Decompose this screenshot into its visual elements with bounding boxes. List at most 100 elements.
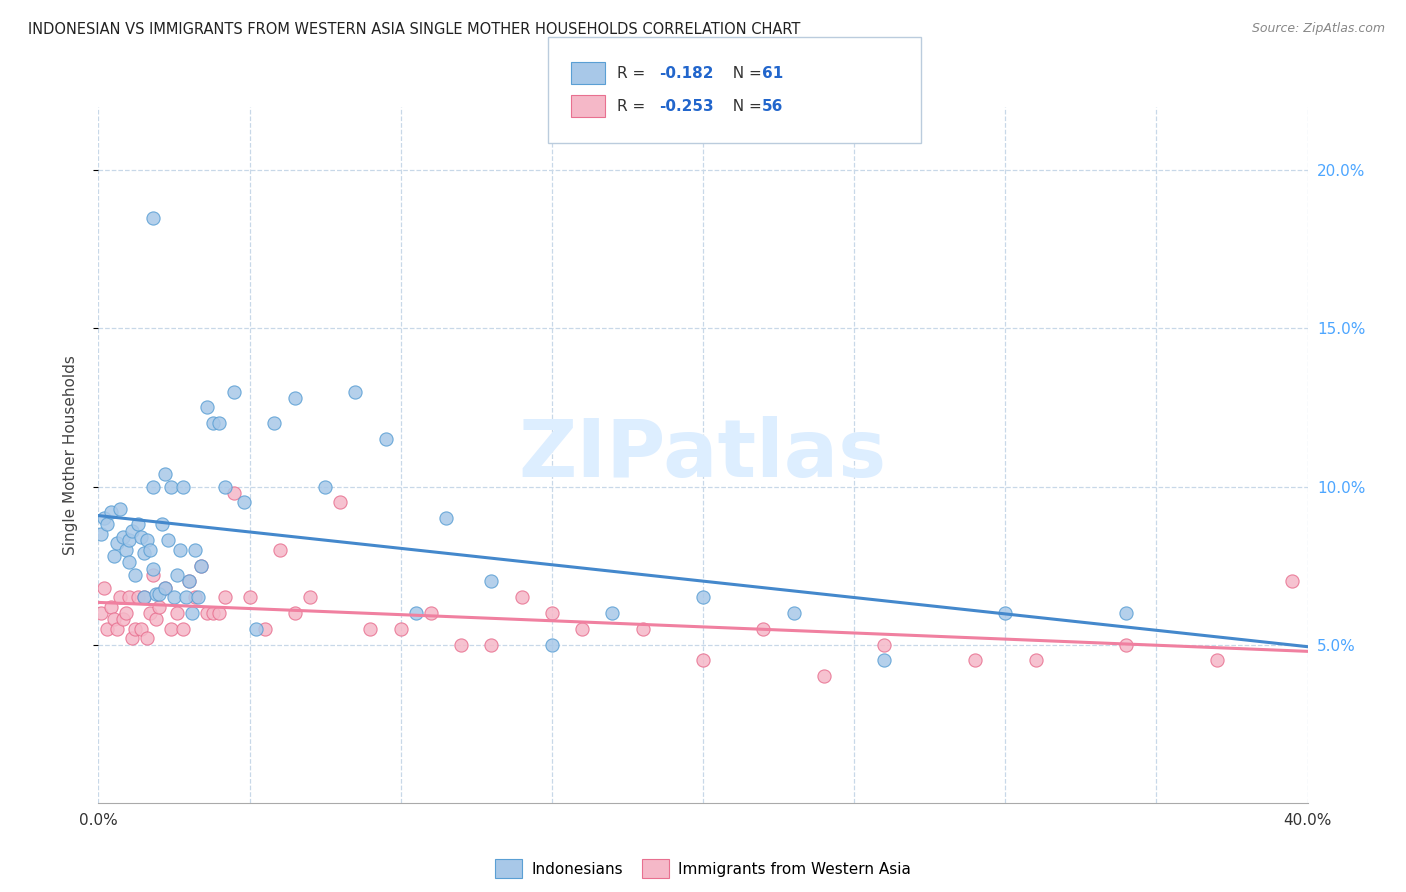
Text: -0.253: -0.253 <box>659 99 714 113</box>
Point <box>132 546 155 560</box>
Point <box>166 568 188 582</box>
Point <box>103 612 125 626</box>
Point <box>96 517 118 532</box>
Point <box>1281 574 1303 589</box>
Point <box>135 533 157 548</box>
Point <box>873 653 896 667</box>
Point <box>132 591 155 605</box>
Point <box>202 606 225 620</box>
Point <box>752 622 775 636</box>
Point <box>540 606 562 620</box>
Point <box>208 606 231 620</box>
Point <box>1115 606 1137 620</box>
Point <box>224 384 246 399</box>
Point <box>245 622 267 636</box>
Point <box>420 606 443 620</box>
Point <box>172 479 194 493</box>
Point <box>90 527 112 541</box>
Point <box>96 622 118 636</box>
Point <box>142 568 165 582</box>
Point <box>105 622 128 636</box>
Point <box>692 591 714 605</box>
Text: -0.182: -0.182 <box>659 66 714 80</box>
Point <box>93 581 115 595</box>
Point <box>156 533 179 548</box>
Text: 61: 61 <box>762 66 783 80</box>
Point <box>114 542 136 557</box>
Point <box>124 622 146 636</box>
Point <box>284 391 307 405</box>
Point <box>139 542 162 557</box>
Point <box>100 599 122 614</box>
Point <box>181 606 204 620</box>
Point <box>540 638 562 652</box>
Point <box>179 574 201 589</box>
Point <box>166 606 188 620</box>
Point <box>813 669 835 683</box>
Point <box>481 638 503 652</box>
Point <box>190 558 212 573</box>
Point <box>224 486 246 500</box>
Point <box>160 479 183 493</box>
Point <box>148 599 170 614</box>
Point <box>253 622 276 636</box>
Point <box>284 606 307 620</box>
Point <box>118 591 141 605</box>
Point <box>631 622 654 636</box>
Point <box>127 517 149 532</box>
Point <box>994 606 1017 620</box>
Point <box>108 501 131 516</box>
Point <box>150 517 173 532</box>
Point <box>214 591 236 605</box>
Text: R =: R = <box>617 99 651 113</box>
Point <box>169 542 191 557</box>
Point <box>269 542 291 557</box>
Point <box>360 622 382 636</box>
Point <box>111 612 134 626</box>
Point <box>195 606 218 620</box>
Point <box>114 606 136 620</box>
Point <box>481 574 503 589</box>
Point <box>571 622 593 636</box>
Point <box>145 587 167 601</box>
Point <box>108 591 131 605</box>
Point <box>184 542 207 557</box>
Legend: Indonesians, Immigrants from Western Asia: Indonesians, Immigrants from Western Asi… <box>488 852 918 886</box>
Point <box>873 638 896 652</box>
Point <box>118 556 141 570</box>
Point <box>172 622 194 636</box>
Point <box>202 417 225 431</box>
Text: Source: ZipAtlas.com: Source: ZipAtlas.com <box>1251 22 1385 36</box>
Point <box>121 632 143 646</box>
Point <box>121 524 143 538</box>
Point <box>142 211 165 225</box>
Point <box>124 568 146 582</box>
Point <box>1115 638 1137 652</box>
Point <box>602 606 624 620</box>
Point <box>145 612 167 626</box>
Y-axis label: Single Mother Households: Single Mother Households <box>63 355 77 555</box>
Point <box>105 536 128 550</box>
Point <box>314 479 336 493</box>
Point <box>129 530 152 544</box>
Text: R =: R = <box>617 66 651 80</box>
Point <box>129 622 152 636</box>
Point <box>263 417 285 431</box>
Point <box>1206 653 1229 667</box>
Point <box>142 479 165 493</box>
Point <box>783 606 806 620</box>
Point <box>190 558 212 573</box>
Point <box>344 384 367 399</box>
Point <box>118 533 141 548</box>
Point <box>232 495 254 509</box>
Point <box>135 632 157 646</box>
Point <box>160 622 183 636</box>
Point <box>510 591 533 605</box>
Point <box>692 653 714 667</box>
Point <box>153 581 176 595</box>
Point <box>195 401 218 415</box>
Point <box>148 587 170 601</box>
Point <box>184 591 207 605</box>
Point <box>90 606 112 620</box>
Point <box>299 591 322 605</box>
